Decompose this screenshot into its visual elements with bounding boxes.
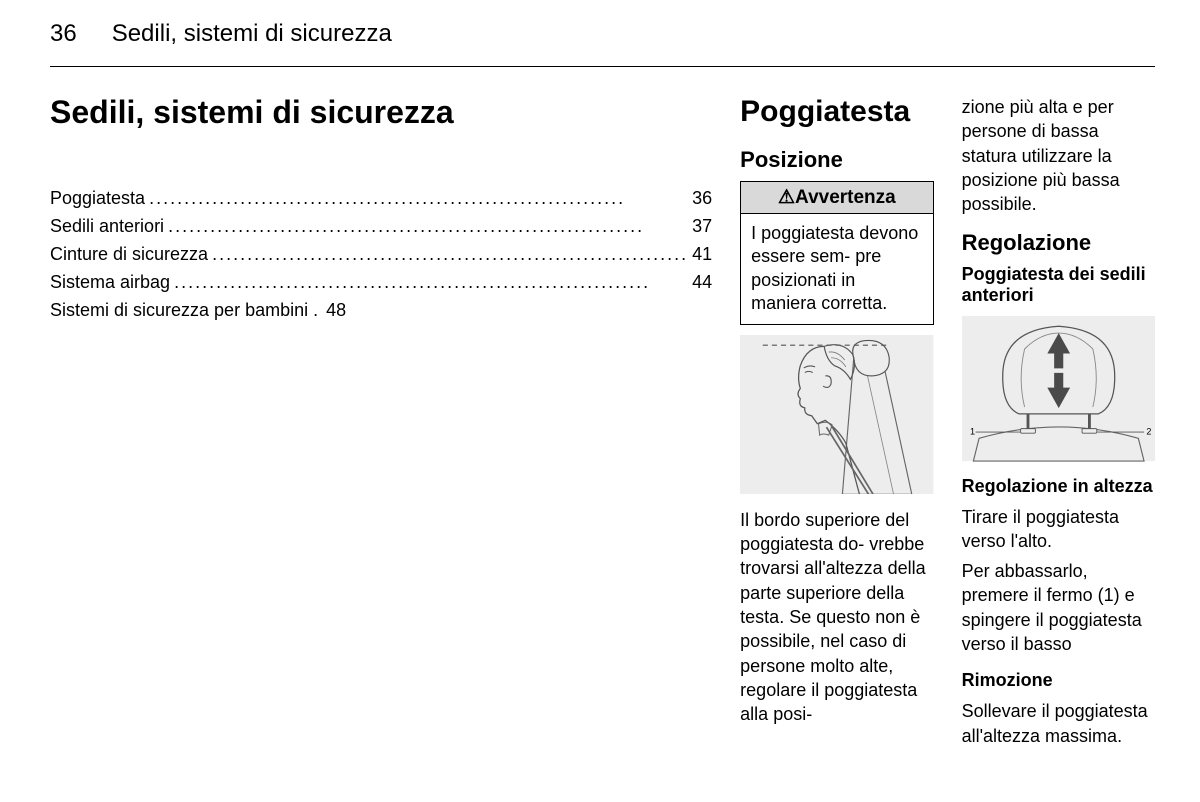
continuation-text: zione più alta e per persone di bassa st… — [962, 95, 1155, 216]
left-column: Sedili, sistemi di sicurezza Poggiatesta… — [50, 95, 712, 754]
toc-row: Sistemi di sicurezza per bambini . 48 — [50, 297, 712, 325]
toc-leader — [168, 213, 688, 241]
page-number: 36 — [50, 20, 77, 48]
warning-body: I poggiatesta devono essere sem- pre pos… — [741, 214, 932, 324]
body-paragraph: Il bordo superiore del poggiatesta do- v… — [740, 508, 933, 727]
figure-label-1: 1 — [970, 427, 975, 437]
subsection-title: Regolazione — [962, 230, 1155, 256]
section-title: Poggiatesta — [740, 95, 933, 129]
toc-page: 44 — [692, 269, 712, 297]
toc-label: Sistema airbag — [50, 269, 170, 297]
toc-leader — [212, 241, 688, 269]
toc-row: Sedili anteriori 37 — [50, 213, 712, 241]
middle-column: Poggiatesta Posizione ⚠Avvertenza I pogg… — [740, 95, 933, 754]
toc-row: Cinture di sicurezza 41 — [50, 241, 712, 269]
page-header: 36 Sedili, sistemi di sicurezza — [50, 20, 1155, 67]
figure-label-2: 2 — [1146, 427, 1151, 437]
figure-headrest-adjust: 1 2 — [962, 316, 1155, 461]
warning-icon: ⚠ — [778, 187, 795, 208]
toc-page: 48 — [326, 297, 346, 325]
toc-leader — [174, 269, 688, 297]
toc-label: Poggiatesta — [50, 185, 145, 213]
toc-page: 41 — [692, 241, 712, 269]
subsub-title: Poggiatesta dei sedili anteriori — [962, 264, 1155, 306]
chapter-title: Sedili, sistemi di sicurezza — [50, 95, 712, 130]
right-column: zione più alta e per persone di bassa st… — [962, 95, 1155, 754]
toc-label: Sedili anteriori — [50, 213, 164, 241]
toc-row: Poggiatesta 36 — [50, 185, 712, 213]
toc-page: 37 — [692, 213, 712, 241]
toc-row: Sistema airbag 44 — [50, 269, 712, 297]
toc-page: 36 — [692, 185, 712, 213]
toc-label: Sistemi di sicurezza per bambini . — [50, 297, 318, 325]
removal-title: Rimozione — [962, 670, 1155, 691]
toc-leader — [149, 185, 688, 213]
removal-body: Sollevare il poggiatesta all'altezza mas… — [962, 699, 1155, 748]
content-columns: Sedili, sistemi di sicurezza Poggiatesta… — [50, 95, 1155, 754]
warning-title: Avvertenza — [795, 187, 896, 208]
height-adjust-p2: Per abbassarlo, premere il fermo (1) e s… — [962, 559, 1155, 656]
figure-head-position — [740, 335, 933, 494]
height-adjust-p1: Tirare il poggiatesta verso l'alto. — [962, 505, 1155, 554]
subsection-title: Posizione — [740, 147, 933, 173]
table-of-contents: Poggiatesta 36 Sedili anteriori 37 Cintu… — [50, 185, 712, 324]
warning-header: ⚠Avvertenza — [741, 182, 932, 214]
warning-box: ⚠Avvertenza I poggiatesta devono essere … — [740, 181, 933, 325]
toc-label: Cinture di sicurezza — [50, 241, 208, 269]
height-adjust-title: Regolazione in altezza — [962, 476, 1155, 497]
header-title: Sedili, sistemi di sicurezza — [112, 20, 392, 48]
